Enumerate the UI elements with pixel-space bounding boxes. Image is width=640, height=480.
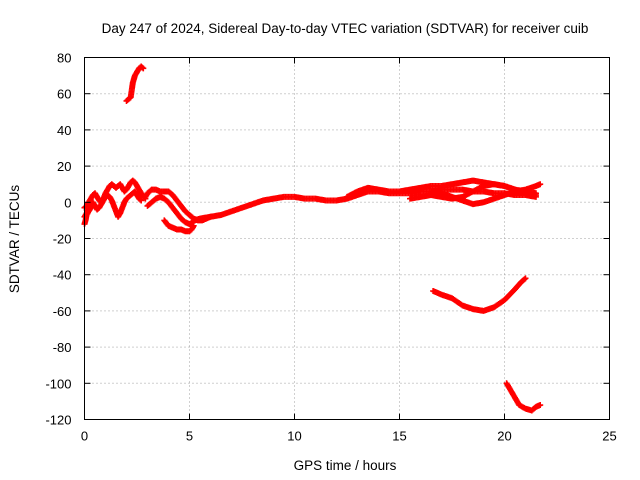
data-point (190, 222, 197, 229)
data-point (137, 196, 144, 203)
data-point (87, 204, 94, 211)
grid (84, 57, 610, 420)
series-trace-high (123, 63, 147, 104)
plot-area (81, 63, 544, 414)
y-tick-label: -60 (53, 304, 72, 319)
data-point (537, 181, 544, 188)
y-tick-label: 40 (57, 123, 71, 138)
x-axis-label: GPS time / hours (294, 458, 397, 473)
x-tick-label: 20 (497, 429, 511, 444)
series-trace-dip-b (503, 380, 544, 414)
y-tick-label: -20 (53, 232, 72, 247)
axis-ticks: 0 5 10 15 20 25 -120 -100 -80 -60 -40 -20 0 20 40 60 80 (45, 51, 616, 444)
y-axis-label: SDTVAR / TECUs (7, 185, 22, 294)
x-tick-label: 0 (81, 429, 88, 444)
series-trace-mid-c (161, 217, 197, 235)
x-tick-label: 10 (287, 429, 301, 444)
y-tick-label: 20 (57, 159, 71, 174)
data-point (537, 402, 544, 409)
chart-title: Day 247 of 2024, Sidereal Day-to-day VTE… (102, 21, 589, 36)
data-point (522, 275, 529, 282)
y-tick-label: -80 (53, 340, 72, 355)
data-point (138, 197, 145, 204)
series-trace-mid-b (144, 193, 197, 228)
data-point (140, 65, 147, 72)
y-tick-label: -100 (45, 376, 71, 391)
y-tick-label: 60 (57, 87, 71, 102)
y-tick-label: 80 (57, 51, 71, 66)
y-tick-label: 0 (64, 195, 71, 210)
series-trace-dip-a (430, 275, 529, 314)
data-point (521, 276, 528, 283)
x-tick-label: 25 (602, 429, 616, 444)
data-point (533, 192, 539, 199)
data-point (139, 64, 146, 71)
y-tick-label: -120 (45, 413, 71, 428)
x-tick-label: 15 (392, 429, 406, 444)
series-trace-band-late (428, 181, 544, 208)
series-trace-early-b (81, 188, 145, 220)
plot-frame (84, 57, 610, 420)
x-tick-label: 5 (186, 429, 193, 444)
y-tick-label: -40 (53, 268, 72, 283)
